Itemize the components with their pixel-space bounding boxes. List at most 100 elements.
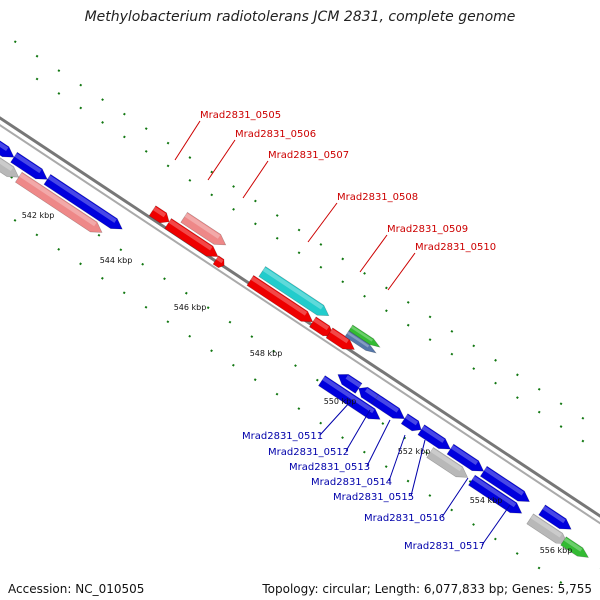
- outer-tick-dot: [428, 315, 432, 319]
- gene-arrow-highlight: [375, 395, 399, 413]
- gene-arrow-highlight: [421, 425, 445, 443]
- kbp-mark-label: 556 kbp: [540, 546, 573, 555]
- outer-tick-dot: [275, 214, 279, 217]
- gene-arrow-highlight: [313, 317, 330, 331]
- gene-arrow-body: [400, 413, 422, 432]
- gene-arrow-body: [212, 255, 225, 269]
- gene-arrow-highlight: [530, 514, 563, 538]
- gene-label-leader: [441, 477, 469, 518]
- gene-arrow-body: [0, 129, 15, 158]
- lower-tick-dot: [206, 306, 210, 310]
- outer-tick-dot: [123, 112, 126, 116]
- gene-label-leader: [174, 120, 201, 161]
- outer-tick-dot: [188, 156, 192, 159]
- gene-label-mrad2831-0508: Mrad2831_0508: [337, 192, 418, 203]
- gene-arrow-highlight: [184, 213, 221, 239]
- outer-tick-dot: [559, 402, 563, 406]
- outer-lower-tick-dot: [188, 334, 192, 338]
- outer-tick-dot: [406, 301, 410, 304]
- outer-lower-tick-dot: [35, 233, 39, 237]
- gene-label-leader: [345, 409, 371, 452]
- map-title: Methylobacterium radiotolerans JCM 2831,…: [84, 9, 516, 25]
- outer-lower-tick-dot: [450, 508, 454, 512]
- gene-arrow-highlight: [322, 376, 375, 414]
- outer-lower-tick-dot: [537, 566, 541, 570]
- lower-tick-dot: [425, 451, 428, 454]
- outer-lower-tick-dot: [559, 581, 563, 584]
- outer-tick-dot: [472, 344, 476, 348]
- kbp-mark-label: 548 kbp: [250, 349, 283, 358]
- upper-tick-dot: [494, 381, 497, 385]
- lower-tick-dot: [294, 364, 297, 367]
- outer-tick-dot: [537, 387, 541, 391]
- gene-arrow-body: [538, 504, 572, 530]
- gene-label-mrad2831-0511: Mrad2831_0511: [242, 431, 323, 442]
- gene-arrow: [14, 171, 103, 233]
- gene-arrow-body: [0, 152, 20, 178]
- gene-arrow: [417, 424, 451, 450]
- gene-arrow-highlight: [472, 475, 517, 508]
- gene-arrow-highlight: [168, 219, 213, 251]
- gene-arrow-body: [318, 375, 381, 420]
- outer-lower-tick-dot: [100, 276, 104, 280]
- gene-arrow-highlight: [345, 375, 362, 388]
- gene-arrow-mrad2831-0507: [164, 218, 219, 257]
- gene-arrow-highlight: [430, 448, 463, 472]
- outer-tick-dot: [166, 141, 170, 145]
- outer-tick-dot: [57, 69, 61, 73]
- upper-tick-dot: [166, 164, 170, 168]
- outer-lower-tick-dot: [122, 291, 126, 295]
- gene-label-mrad2831-0512: Mrad2831_0512: [268, 447, 349, 458]
- gene-arrow-body: [371, 393, 405, 420]
- gene-arrow-highlight: [329, 328, 349, 344]
- gene-arrow-body: [344, 330, 377, 354]
- gene-label-mrad2831-0514: Mrad2831_0514: [311, 477, 392, 488]
- lower-tick-dot: [10, 175, 14, 179]
- gene-arrow-body: [258, 266, 330, 317]
- outer-lower-tick-dot: [79, 262, 82, 266]
- kbp-mark-label: 554 kbp: [470, 496, 503, 505]
- outer-lower-tick-dot: [428, 494, 432, 497]
- gene-label-leader: [410, 439, 426, 497]
- gene-arrow-body: [14, 171, 103, 233]
- outer-lower-tick-dot: [231, 363, 235, 367]
- outer-lower-tick-dot: [406, 479, 410, 483]
- outer-lower-tick-dot: [57, 247, 61, 251]
- kbp-mark-label: 552 kbp: [398, 447, 431, 456]
- gene-arrow-mrad2831-0508: [258, 266, 330, 317]
- gene-arrow: [10, 151, 48, 180]
- upper-tick-dot: [254, 222, 257, 226]
- gene-arrow-body: [426, 447, 469, 478]
- upper-tick-dot: [559, 425, 563, 428]
- gene-arrow-mrad2831-0511: [337, 374, 363, 394]
- gene-label-mrad2831-0515: Mrad2831_0515: [333, 492, 414, 503]
- outer-tick-dot: [13, 40, 17, 44]
- gene-label-mrad2831-0507: Mrad2831_0507: [268, 150, 349, 161]
- outer-lower-tick-dot: [515, 552, 519, 555]
- outer-tick-dot: [450, 329, 454, 333]
- outer-lower-tick-dot: [253, 378, 257, 382]
- gene-arrow: [560, 536, 589, 558]
- lower-tick-dot: [184, 291, 188, 295]
- outer-tick-dot: [232, 185, 235, 188]
- accession-text: Accession: NC_010505: [8, 582, 145, 596]
- gene-arrow: [446, 443, 485, 472]
- lower-tick-dot: [315, 378, 319, 382]
- gene-label-leader: [481, 504, 511, 546]
- kbp-mark-label: 550 kbp: [324, 397, 357, 406]
- gene-label-leader: [387, 252, 416, 291]
- outer-lower-tick-dot: [319, 421, 323, 425]
- gene-arrow: [246, 274, 314, 323]
- gene-arrow-body: [246, 274, 314, 323]
- upper-tick-dot: [297, 251, 301, 255]
- gene-arrow-mrad2831-0516: [426, 447, 469, 478]
- gene-arrow: [212, 255, 225, 269]
- gene-arrow-mrad2831-0512: [358, 386, 380, 405]
- upper-tick-dot: [581, 439, 585, 443]
- upper-tick-dot: [232, 207, 235, 211]
- gene-label-leader: [359, 234, 388, 273]
- outer-tick-dot: [144, 127, 148, 130]
- gene-label-leader: [207, 139, 236, 181]
- upper-tick-dot: [57, 92, 61, 95]
